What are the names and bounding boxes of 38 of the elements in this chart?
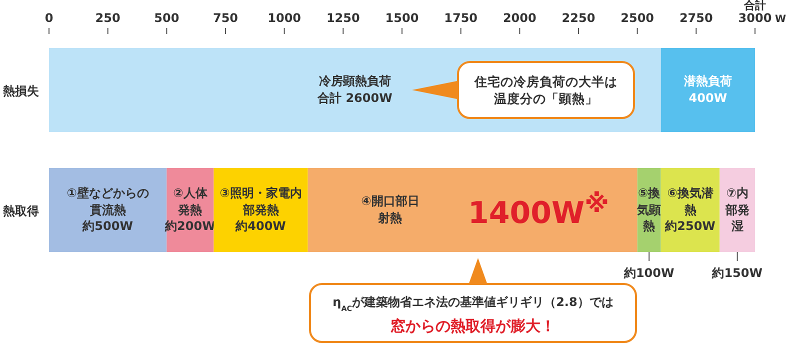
data-label: 約150W: [711, 266, 762, 280]
data-label: 1400W$^{※}$: [467, 188, 610, 232]
x-tick-label: 1000: [268, 11, 302, 25]
series-label: ②人体発熱: [172, 184, 208, 218]
data-label: 約400W: [236, 219, 286, 234]
data-label: 約100W: [622, 266, 674, 280]
x-tick-label: 2750: [679, 11, 713, 25]
x-tick-label: 1500: [385, 11, 419, 25]
series-label: ⑤換気顕熱: [636, 184, 662, 236]
x-tick-label: 2500: [620, 11, 654, 25]
text: 窓からの熱取得が膨大！: [390, 317, 556, 335]
data-label: 約500W: [82, 219, 133, 234]
x-tick-label: 250: [95, 11, 120, 25]
series-label: ④開口部日射熱: [360, 193, 420, 227]
x-axis-title: W: [775, 14, 786, 25]
annotation: 住宅の冷房負荷の大半は温度分の「顕熱」: [473, 72, 618, 108]
y-tick-label: 熱損失: [2, 84, 40, 98]
data-label: 約250W: [664, 218, 716, 236]
x-tick-label: 2000: [502, 11, 536, 25]
series-label: ①壁などからの貫流熱: [66, 184, 150, 218]
x-tick-label: 2250: [562, 11, 596, 25]
x-tick-label: 1250: [326, 11, 360, 25]
y-tick-label: 熱取得: [2, 204, 39, 218]
series-label: 冷房顕熱負荷: [318, 73, 392, 90]
data-label: 400W: [688, 90, 728, 107]
x-tick-label: 0: [44, 11, 54, 25]
text: η$_{AC}$が建築物省エネ法の基準値ギリギリ（2.8）では: [332, 295, 614, 312]
data-label: 約200W: [164, 218, 216, 236]
series-label: ③照明・家電内部発熱: [218, 184, 303, 218]
series-label: 潜熱負荷: [682, 73, 733, 90]
x-tick-label: 3000: [738, 11, 772, 25]
x-tick-label: 500: [154, 11, 180, 25]
text: 合計: [743, 0, 766, 12]
series-label: ⑦内部発湿: [724, 184, 750, 236]
data-label: 合計 2600W: [318, 91, 392, 105]
x-tick-label: 750: [212, 11, 238, 25]
x-tick-label: 1750: [444, 11, 478, 25]
series-label: ⑥換気潜熱: [666, 184, 714, 218]
